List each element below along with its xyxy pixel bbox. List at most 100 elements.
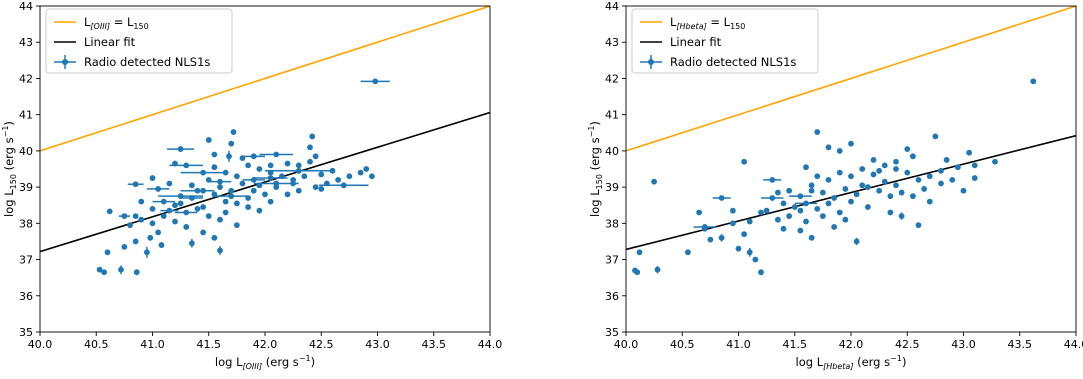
data-point [836, 147, 843, 154]
data-point [836, 209, 843, 216]
data-point [859, 166, 866, 172]
y-tick-label: 37 [19, 254, 33, 267]
data-point [357, 169, 364, 176]
data-point [870, 157, 877, 163]
data-point [222, 198, 229, 205]
data-point [803, 218, 809, 225]
data-point [887, 193, 894, 200]
data-point [335, 176, 342, 183]
data-point [188, 182, 195, 189]
data-point [797, 227, 804, 234]
data-point [992, 158, 998, 165]
x-axis-label: log L[OIII] (erg s−1) [215, 354, 315, 371]
x-tick-label: 42.5 [309, 338, 334, 351]
data-point [284, 160, 291, 167]
data-point [217, 184, 223, 191]
data-point [242, 153, 265, 160]
data-point [893, 158, 899, 165]
data-point [893, 166, 899, 172]
data-point [808, 187, 815, 194]
data-point [870, 171, 877, 178]
linear-fit-line [40, 111, 490, 253]
x-tick-label: 41.0 [140, 338, 165, 351]
data-point [921, 186, 928, 192]
data-point [966, 149, 973, 156]
y-tick-label: 41 [19, 109, 33, 122]
data-point [971, 162, 978, 169]
legend: L[Hbeta] = L150 Linear fit Radio detected … [631, 8, 819, 74]
data-point [904, 169, 911, 176]
data-point [789, 193, 812, 200]
data-point [138, 198, 145, 205]
data-point [651, 178, 658, 185]
data-point [780, 200, 787, 207]
data-point [814, 173, 821, 180]
data-point [960, 187, 967, 194]
data-point [864, 184, 871, 191]
x-tick-label: 44.0 [1064, 338, 1083, 351]
legend-box [45, 8, 233, 74]
x-tick-label: 43.0 [365, 338, 390, 351]
y-tick-label: 36 [19, 290, 33, 303]
data-point [307, 144, 313, 151]
data-point [138, 216, 145, 223]
data-point [696, 209, 703, 216]
data-point [121, 243, 128, 250]
data-point [312, 184, 319, 191]
data-point [183, 224, 190, 230]
data-point [808, 234, 815, 241]
x-tick-label: 43.5 [422, 338, 447, 351]
y-tick-label: 40 [19, 145, 33, 158]
data-point [214, 193, 249, 200]
x-tick-label: 44.0 [478, 338, 503, 351]
data-point [831, 224, 838, 230]
data-point [101, 269, 108, 276]
data-point [180, 169, 226, 176]
x-tick-label: 41.5 [197, 338, 222, 351]
data-point [318, 186, 325, 192]
data-point [926, 198, 933, 205]
data-point [741, 158, 748, 165]
data-point [774, 216, 781, 223]
data-point [774, 189, 781, 196]
data-point [127, 222, 133, 229]
data-point [808, 182, 815, 189]
legend-item-data: Radio detected NLS1s [54, 55, 210, 69]
data-point [707, 236, 714, 243]
legend-label: L[OIII] = L150 [84, 15, 149, 31]
chart-panel-1: 40.0 40.5 41.0 41.5 42.0 42.5 43.0 43.5 44.0 35 36… [1, 0, 502, 371]
y-axis-label: log L150 (erg s−1) [1, 121, 18, 217]
data-point [819, 189, 826, 196]
data-point [746, 247, 753, 257]
data-point [954, 164, 961, 171]
data-point [146, 186, 170, 192]
x-tick-label: 43.5 [1008, 338, 1033, 351]
data-point [256, 207, 263, 214]
plot-area [40, 6, 490, 276]
data-point [729, 220, 736, 227]
data-point [217, 246, 223, 255]
data-point [267, 162, 274, 169]
data-point [149, 205, 156, 212]
data-point [859, 182, 866, 189]
data-point [718, 234, 725, 242]
legend-item-equal: L[Hbeta] = L150 [640, 15, 745, 31]
data-point [205, 137, 212, 143]
data-point [803, 164, 809, 171]
data-point [853, 237, 860, 246]
data-point [786, 187, 793, 194]
y-tick-label: 37 [605, 254, 619, 267]
data-point [118, 265, 124, 275]
data-point [301, 173, 308, 180]
data-point [848, 198, 854, 205]
data-point [147, 234, 154, 241]
y-tick-label: 42 [19, 72, 33, 85]
plot-area [626, 6, 1076, 276]
data-point [887, 209, 894, 216]
data-point [780, 225, 787, 232]
data-point [898, 189, 905, 196]
legend-box [631, 8, 819, 74]
data-point [132, 213, 139, 219]
data-point [825, 176, 832, 183]
data-point [233, 200, 240, 207]
